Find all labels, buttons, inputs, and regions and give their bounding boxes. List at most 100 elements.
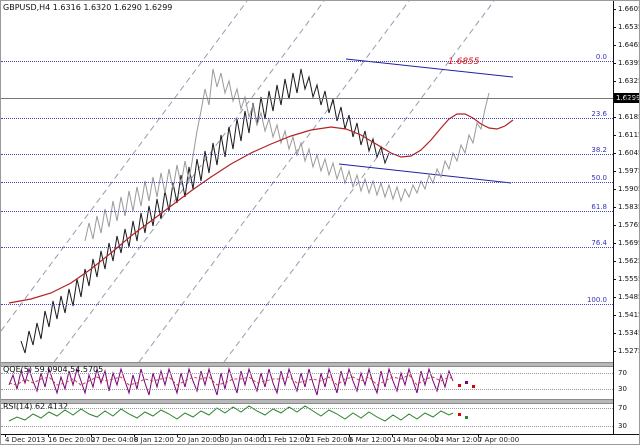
trend-line[interactable] xyxy=(1,1,248,332)
price-axis-tick xyxy=(613,351,616,352)
date-axis-tick xyxy=(349,434,350,437)
price-axis-label: 1.6465 xyxy=(618,41,639,49)
price-black-series xyxy=(20,68,390,354)
indicator-level-line xyxy=(1,408,613,409)
fibonacci-level-label: 76.4 xyxy=(591,239,607,247)
price-axis-tick xyxy=(613,171,616,172)
date-axis-label: 14 Mar 04:00 xyxy=(392,436,439,444)
signal-marker xyxy=(465,416,468,419)
symbol-ohlc-label: GBPUSD,H4 1.6316 1.6320 1.6290 1.6299 xyxy=(3,3,173,12)
price-axis-label: 1.6045 xyxy=(618,149,639,157)
price-axis-tick xyxy=(613,63,616,64)
price-axis-tick xyxy=(613,279,616,280)
rsi-green-series xyxy=(8,405,454,422)
date-axis-label: 4 Dec 2013 xyxy=(5,436,46,444)
indicator-level-label: 30 xyxy=(618,422,627,430)
date-axis-label: 7 Apr 00:00 xyxy=(478,436,520,444)
fibonacci-level-label: 61.8 xyxy=(591,203,607,211)
qqe-indicator-label: QQE(5) 59.0904 54.5705 xyxy=(3,365,104,374)
fibonacci-level-label: 100.0 xyxy=(586,296,607,304)
fibonacci-level-line xyxy=(1,304,613,305)
price-axis-tick xyxy=(613,117,616,118)
price-axis-label: 1.5905 xyxy=(618,185,639,193)
price-axis-label: 1.5695 xyxy=(618,239,639,247)
trend-line[interactable] xyxy=(345,58,514,78)
price-axis-tick xyxy=(613,135,616,136)
fibonacci-level-label: 0.0 xyxy=(595,53,607,61)
panel-separator-qqe[interactable] xyxy=(1,362,613,367)
fibonacci-level-line xyxy=(1,154,613,155)
price-gray-projection-series xyxy=(84,68,490,242)
fibonacci-level-line xyxy=(1,61,613,62)
price-axis-label: 1.5835 xyxy=(618,203,639,211)
price-axis-tick xyxy=(613,45,616,46)
date-axis-label: 27 Dec 04:00 xyxy=(91,436,139,444)
price-axis-label: 1.5975 xyxy=(618,167,639,175)
price-axis-label: 1.6325 xyxy=(618,77,639,85)
fibonacci-level-label: 23.6 xyxy=(591,110,607,118)
price-axis-tick xyxy=(613,81,616,82)
current-price-label: 1.6299 xyxy=(614,93,639,103)
date-axis-label: 20 Jan 20:00 xyxy=(177,436,222,444)
price-axis-line xyxy=(613,1,614,434)
qqe-main-series xyxy=(8,367,454,396)
qqe-signal-series xyxy=(8,374,454,386)
date-axis-tick xyxy=(177,434,178,437)
signal-marker xyxy=(472,385,475,388)
price-axis-label: 1.5625 xyxy=(618,257,639,265)
date-axis-label: 16 Dec 20:00 xyxy=(48,436,96,444)
date-axis-tick xyxy=(134,434,135,437)
date-axis-tick xyxy=(220,434,221,437)
date-axis-label: 24 Mar 12:00 xyxy=(435,436,482,444)
indicator-level-label: 70 xyxy=(618,404,627,412)
date-axis-tick xyxy=(48,434,49,437)
indicator-level-line xyxy=(1,373,613,374)
fibonacci-level-line xyxy=(1,118,613,119)
price-axis-label: 1.6115 xyxy=(618,131,639,139)
fibonacci-level-label: 38.2 xyxy=(591,146,607,154)
signal-marker xyxy=(465,381,468,384)
panel-separator-rsi[interactable] xyxy=(1,399,613,404)
indicator-level-line xyxy=(1,426,613,427)
price-axis-label: 1.6255 xyxy=(618,95,639,103)
price-axis-label: 1.5765 xyxy=(618,221,639,229)
date-axis-tick xyxy=(263,434,264,437)
date-axis-label: 8 Jan 12:00 xyxy=(134,436,174,444)
date-axis-label: 30 Jan 04:00 xyxy=(220,436,265,444)
current-price-line xyxy=(1,98,613,99)
signal-marker xyxy=(458,384,461,387)
price-axis-tick xyxy=(613,189,616,190)
price-axis-tick xyxy=(613,207,616,208)
fibonacci-level-label: 50.0 xyxy=(591,174,607,182)
price-axis-tick xyxy=(613,9,616,10)
date-axis-tick xyxy=(478,434,479,437)
ma-red-series xyxy=(8,113,514,304)
price-axis-label: 1.5485 xyxy=(618,293,639,301)
price-axis-label: 1.5555 xyxy=(618,275,639,283)
indicator-level-label: 70 xyxy=(618,369,627,377)
date-axis-label: 11 Feb 12:00 xyxy=(263,436,309,444)
date-axis-tick xyxy=(5,434,6,437)
date-axis-tick xyxy=(91,434,92,437)
fibonacci-level-line xyxy=(1,211,613,212)
price-axis-label: 1.6605 xyxy=(618,5,639,13)
indicator-level-line xyxy=(1,389,613,390)
indicator-level-label: 30 xyxy=(618,385,627,393)
price-axis-tick xyxy=(613,153,616,154)
price-axis-label: 1.6395 xyxy=(618,59,639,67)
fibonacci-level-line xyxy=(1,182,613,183)
trend-line[interactable] xyxy=(338,163,512,184)
price-axis-label: 1.5415 xyxy=(618,311,639,319)
price-axis-tick xyxy=(613,225,616,226)
date-axis-label: 6 Mar 12:00 xyxy=(349,436,392,444)
signal-marker xyxy=(458,413,461,416)
date-axis-tick xyxy=(306,434,307,437)
price-axis-tick xyxy=(613,27,616,28)
date-axis-tick xyxy=(392,434,393,437)
price-axis-label: 1.6535 xyxy=(618,23,639,31)
date-axis-label: 21 Feb 20:00 xyxy=(306,436,352,444)
price-axis-tick xyxy=(613,297,616,298)
price-axis-tick xyxy=(613,99,616,100)
